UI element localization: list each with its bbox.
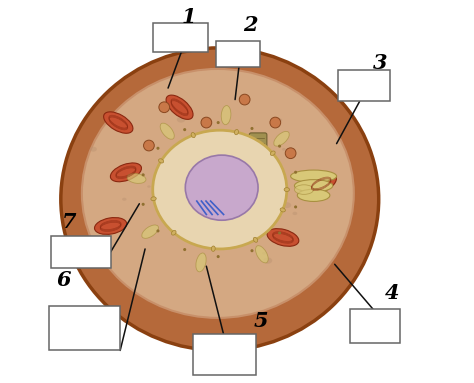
Ellipse shape [201, 213, 210, 219]
Ellipse shape [183, 128, 186, 131]
Ellipse shape [144, 140, 154, 151]
Ellipse shape [104, 112, 133, 133]
Ellipse shape [177, 117, 185, 123]
Text: 2: 2 [243, 15, 258, 35]
Ellipse shape [278, 231, 281, 234]
Ellipse shape [211, 246, 215, 251]
Ellipse shape [250, 249, 254, 252]
Ellipse shape [262, 252, 266, 255]
Ellipse shape [291, 170, 337, 182]
Ellipse shape [251, 141, 257, 146]
FancyBboxPatch shape [249, 133, 267, 158]
Ellipse shape [196, 253, 206, 272]
Ellipse shape [153, 130, 287, 249]
Ellipse shape [267, 229, 299, 246]
Ellipse shape [127, 173, 146, 183]
Text: 6: 6 [56, 270, 71, 290]
Ellipse shape [110, 163, 141, 182]
Ellipse shape [172, 231, 176, 235]
Ellipse shape [285, 148, 296, 159]
Ellipse shape [239, 94, 250, 105]
Ellipse shape [257, 203, 265, 208]
Ellipse shape [142, 203, 145, 206]
Bar [51, 236, 110, 268]
Ellipse shape [253, 237, 258, 242]
Ellipse shape [156, 147, 159, 150]
Ellipse shape [183, 199, 187, 202]
Bar [49, 306, 120, 350]
Bar [193, 334, 256, 375]
Ellipse shape [82, 69, 354, 318]
Bar [350, 309, 400, 343]
Ellipse shape [159, 159, 164, 163]
Ellipse shape [294, 185, 314, 195]
Text: 7: 7 [62, 212, 76, 232]
Ellipse shape [221, 106, 231, 124]
Ellipse shape [282, 148, 286, 151]
Ellipse shape [270, 117, 281, 128]
Ellipse shape [61, 48, 379, 350]
Ellipse shape [94, 218, 127, 234]
Ellipse shape [297, 172, 304, 177]
Text: 5: 5 [254, 311, 268, 331]
Ellipse shape [217, 121, 220, 124]
Ellipse shape [201, 117, 212, 128]
Ellipse shape [292, 212, 297, 215]
Ellipse shape [255, 246, 268, 263]
Ellipse shape [283, 202, 291, 208]
Ellipse shape [156, 229, 159, 232]
Ellipse shape [191, 133, 195, 137]
Ellipse shape [306, 174, 337, 194]
Bar [153, 23, 208, 52]
Ellipse shape [274, 131, 289, 146]
Ellipse shape [263, 257, 272, 264]
Text: 1: 1 [182, 7, 196, 27]
Ellipse shape [235, 129, 238, 135]
Ellipse shape [99, 249, 106, 254]
Bar [338, 70, 390, 101]
Ellipse shape [160, 123, 174, 139]
Ellipse shape [142, 173, 145, 177]
Ellipse shape [142, 225, 158, 238]
Ellipse shape [185, 155, 258, 220]
Ellipse shape [278, 145, 281, 148]
Text: 4: 4 [385, 283, 400, 303]
Ellipse shape [166, 95, 193, 119]
Ellipse shape [285, 242, 291, 247]
Ellipse shape [151, 197, 156, 201]
Ellipse shape [183, 248, 186, 251]
Ellipse shape [147, 185, 151, 188]
Text: 3: 3 [374, 53, 388, 73]
Ellipse shape [284, 188, 290, 192]
Bar [216, 41, 260, 67]
Ellipse shape [90, 147, 97, 152]
Ellipse shape [294, 205, 297, 208]
Ellipse shape [264, 223, 273, 228]
Ellipse shape [280, 208, 285, 212]
Ellipse shape [159, 102, 170, 113]
Ellipse shape [270, 151, 275, 155]
Ellipse shape [122, 198, 127, 201]
Ellipse shape [294, 180, 333, 192]
Ellipse shape [294, 171, 297, 174]
Ellipse shape [297, 189, 330, 201]
Ellipse shape [250, 127, 254, 130]
Ellipse shape [277, 118, 282, 122]
Ellipse shape [217, 255, 220, 258]
